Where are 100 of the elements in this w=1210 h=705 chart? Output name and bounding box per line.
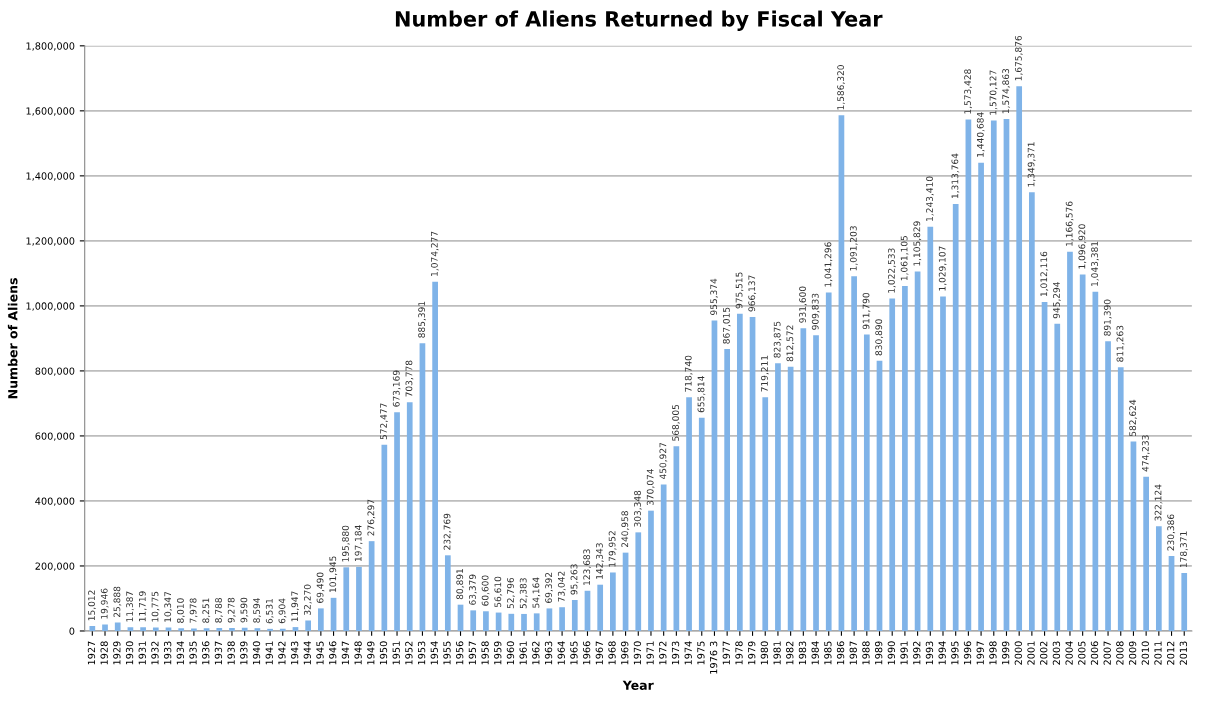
bar xyxy=(990,120,997,631)
x-tick-label: 1938 xyxy=(227,641,235,665)
bar xyxy=(648,510,654,631)
x-tick-label: 1987 xyxy=(849,641,857,665)
x-tick-label: 1952 xyxy=(405,641,413,665)
data-label: 69,392 xyxy=(545,572,553,603)
y-tick-label: 600,000 xyxy=(35,432,75,441)
bar xyxy=(483,611,489,631)
bar xyxy=(1117,367,1124,631)
bar xyxy=(203,628,210,631)
bar xyxy=(952,203,959,631)
x-tick-label: 1927 xyxy=(87,641,96,665)
chart-title: Number of Aliens Returned by Fiscal Year xyxy=(395,10,883,31)
data-label: 1,313,764 xyxy=(951,153,960,199)
data-label: 568,005 xyxy=(672,404,680,441)
x-tick-label: 1943 xyxy=(290,641,299,665)
x-tick-label: 1951 xyxy=(392,641,400,665)
x-tick-label: 1995 xyxy=(951,641,959,665)
bar xyxy=(1079,274,1086,631)
x-tick-label: 1940 xyxy=(252,641,261,665)
bar xyxy=(508,613,515,631)
x-tick-label: 1932 xyxy=(151,641,159,665)
x-tick-label: 2001 xyxy=(1027,641,1035,665)
x-tick-label: 1969 xyxy=(621,641,629,665)
data-label: 909,833 xyxy=(811,293,820,330)
x-tick-label: 1990 xyxy=(887,641,896,665)
data-label: 101,945 xyxy=(329,556,338,592)
data-label: 322,124 xyxy=(1154,484,1163,521)
x-tick-label: 1959 xyxy=(494,641,502,665)
x-tick-label: 1998 xyxy=(989,641,997,665)
x-tick-label: 1976 3 xyxy=(709,641,718,674)
x-tick-label: 1965 xyxy=(570,641,578,665)
bar xyxy=(762,397,769,631)
bar xyxy=(114,622,121,631)
data-label: 867,015 xyxy=(722,307,731,344)
data-label: 830,890 xyxy=(875,319,884,356)
bar xyxy=(825,292,832,631)
x-tick-label: 1978 xyxy=(735,641,743,665)
x-tick-label: 1966 xyxy=(582,641,591,665)
x-tick-label: 1953 xyxy=(417,641,426,665)
bar xyxy=(432,281,438,631)
x-tick-label: 1942 xyxy=(278,641,286,665)
x-tick-label: 1973 xyxy=(671,641,680,665)
bar xyxy=(940,296,946,631)
x-tick-label: 1929 xyxy=(113,641,121,665)
data-label: 911,790 xyxy=(862,292,871,330)
data-label: 1,166,576 xyxy=(1065,201,1074,246)
bar xyxy=(559,607,565,631)
bar xyxy=(927,226,934,631)
x-tick-label: 1970 xyxy=(633,641,642,665)
data-label: 703,778 xyxy=(405,360,414,397)
x-tick-label: 1997 xyxy=(976,641,984,665)
bar xyxy=(356,566,362,631)
x-tick-label: 1994 xyxy=(938,641,946,665)
data-label: 123,683 xyxy=(583,549,592,585)
bar xyxy=(521,613,527,631)
x-tick-label: 1956 xyxy=(455,641,464,665)
x-tick-label: 1989 xyxy=(874,641,883,665)
y-tick-label: 800,000 xyxy=(35,367,75,376)
data-label: 11,719 xyxy=(138,591,147,622)
data-label: 955,374 xyxy=(710,278,718,315)
data-label: 303,348 xyxy=(634,490,642,527)
bar xyxy=(381,444,388,631)
data-label: 11,387 xyxy=(126,591,134,622)
x-tick-label: 1983 xyxy=(798,641,807,665)
x-tick-label: 2010 xyxy=(1141,641,1149,665)
data-label: 1,243,410 xyxy=(926,176,934,221)
data-label: 80,891 xyxy=(456,569,465,600)
bar xyxy=(406,402,413,631)
data-label: 891,390 xyxy=(1103,299,1112,336)
x-tick-label: 1958 xyxy=(481,641,489,665)
bar xyxy=(978,162,984,631)
data-label: 1,573,428 xyxy=(964,69,972,114)
data-label: 195,880 xyxy=(342,525,350,562)
x-tick-label: 1933 xyxy=(163,641,172,665)
data-label: 142,343 xyxy=(595,543,604,579)
data-label: 60,600 xyxy=(481,575,490,606)
x-tick-label: 1993 xyxy=(925,641,934,665)
y-tick-label: 1,000,000 xyxy=(26,302,75,311)
data-label: 230,386 xyxy=(1167,514,1176,551)
x-tick-label: 1981 xyxy=(773,641,781,665)
x-tick-label: 1984 xyxy=(811,641,819,665)
x-tick-label: 1980 xyxy=(760,641,769,665)
x-tick-label: 1985 xyxy=(824,641,832,665)
bar xyxy=(127,627,134,631)
data-label: 1,675,876 xyxy=(1014,35,1023,81)
x-tick-label: 1996 xyxy=(963,641,972,665)
data-label: 975,515 xyxy=(735,272,744,309)
data-label: 73,042 xyxy=(557,571,566,602)
bar xyxy=(851,276,857,631)
data-label: 1,022,533 xyxy=(888,248,896,293)
x-tick-label: 1941 xyxy=(265,641,273,665)
bar xyxy=(368,541,375,631)
y-tick-label: 0 xyxy=(69,627,75,635)
bar xyxy=(241,627,248,631)
bar xyxy=(1181,572,1188,631)
bar xyxy=(394,412,400,631)
data-label: 69,490 xyxy=(316,572,325,603)
bar xyxy=(736,313,743,631)
data-label: 370,074 xyxy=(646,468,655,506)
